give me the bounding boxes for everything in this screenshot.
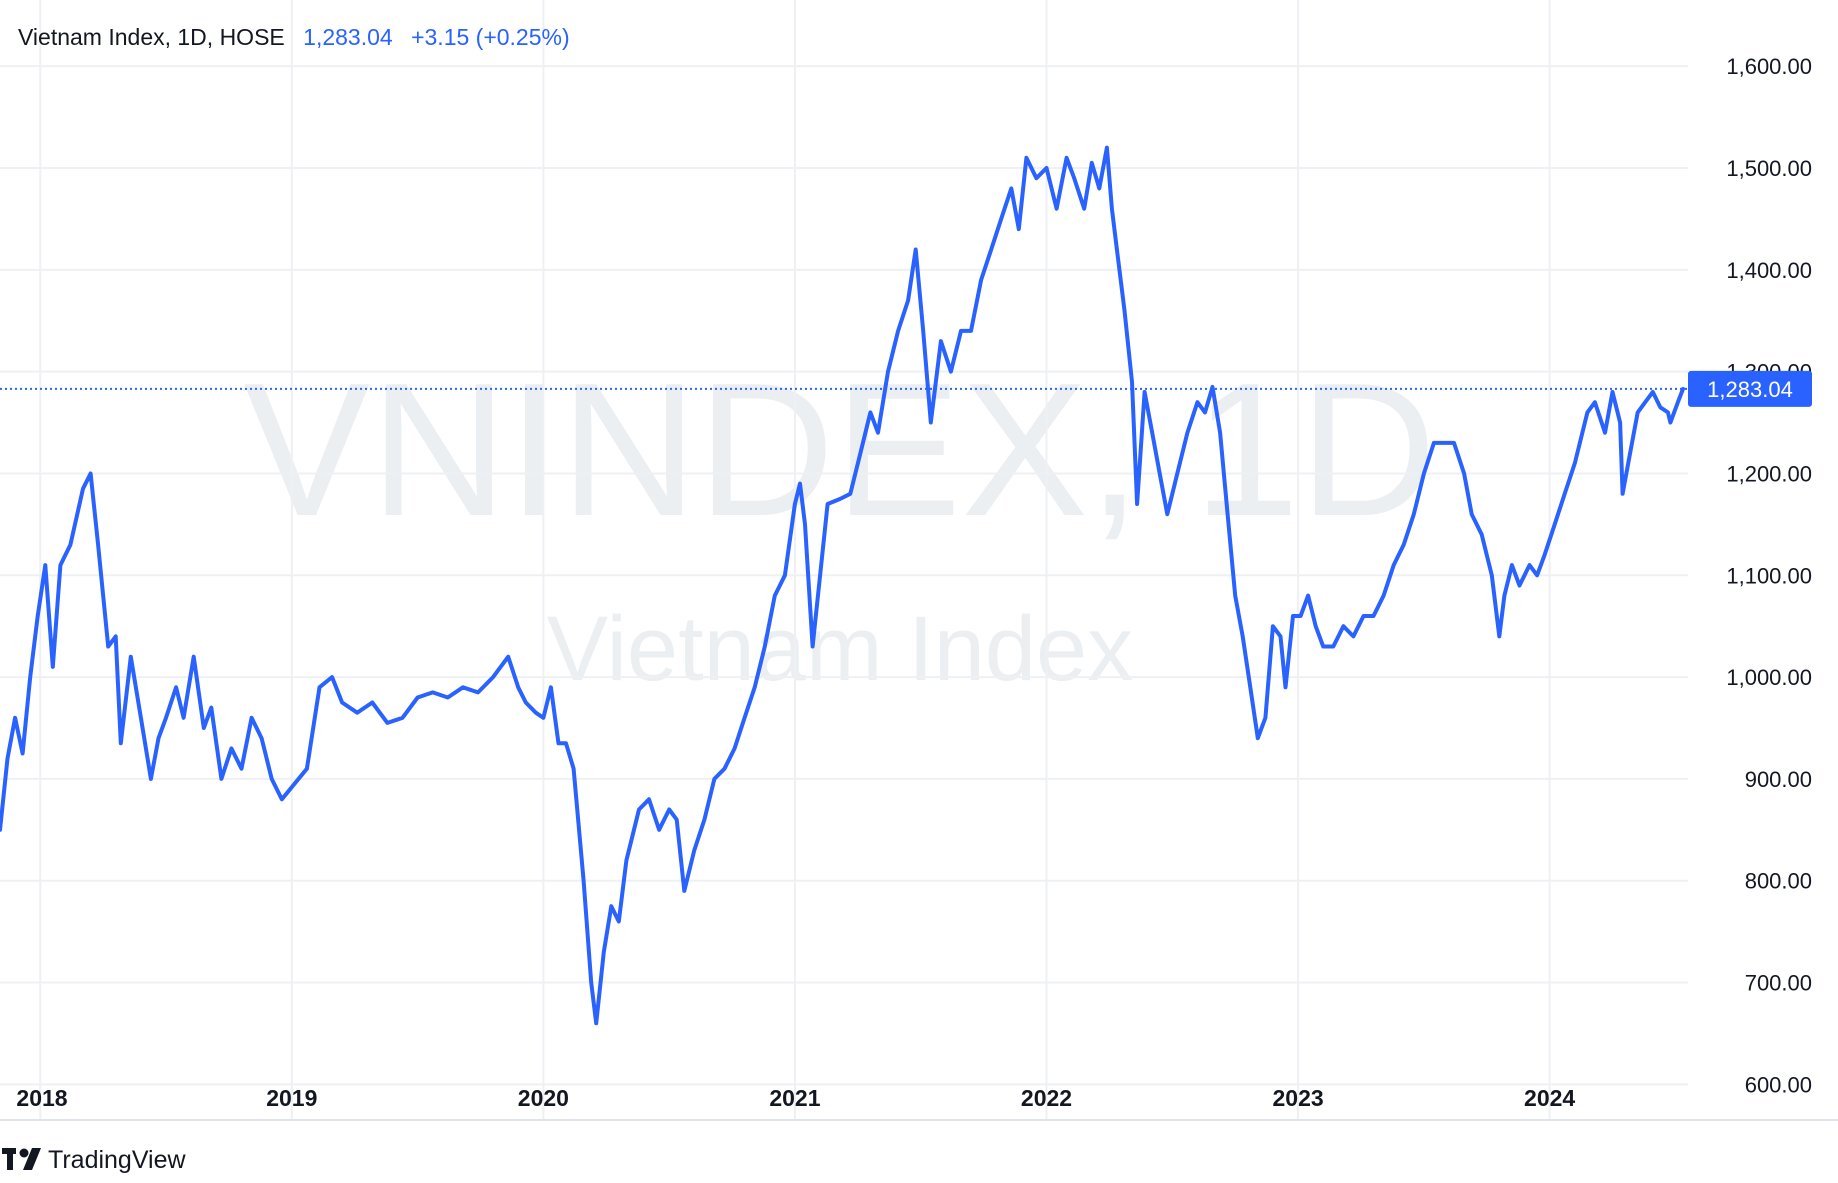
series-line-vnindex [0,145,1685,1026]
tradingview-logo-text: TradingView [48,1146,187,1174]
x-tick-label: 2018 [16,1085,67,1111]
x-tick-label: 2023 [1272,1085,1323,1111]
x-tick-label: 2022 [1021,1085,1072,1111]
legend-last-price: 1,283.04 [303,24,393,50]
x-tick-label: 2021 [769,1085,820,1111]
x-tick-label: 2019 [266,1085,317,1111]
y-tick-label: 900.00 [1745,767,1812,792]
watermark-name: Vietnam Index [547,598,1133,700]
last-price-label-text: 1,283.04 [1707,377,1793,402]
x-tick-label: 2020 [518,1085,569,1111]
y-tick-label: 1,000.00 [1726,665,1812,690]
tradingview-logo[interactable]: TradingView [2,1146,187,1174]
legend-header: Vietnam Index, 1D, HOSE 1,283.04 +3.15 (… [18,24,570,50]
y-tick-label: 800.00 [1745,869,1812,894]
y-tick-label: 1,100.00 [1726,563,1812,588]
watermark-symbol: VNINDEX, 1D [243,344,1436,556]
x-axis: 2018 2019 2020 2021 2022 2023 2024 [16,1085,1575,1111]
tradingview-logo-icon [2,1148,41,1170]
y-tick-label: 1,500.00 [1726,156,1812,181]
grid [0,0,1688,1120]
y-tick-label: 700.00 [1745,971,1812,996]
legend-symbol: Vietnam Index, 1D, HOSE [18,24,285,50]
y-tick-label: 1,600.00 [1726,54,1812,79]
last-price-label-bg [1688,370,1812,407]
y-tick-label: 1,400.00 [1726,258,1812,283]
y-tick-label: 1,200.00 [1726,461,1812,486]
y-tick-label: 600.00 [1745,1072,1812,1097]
y-axis: 1,600.001,500.001,400.001,300.001,200.00… [1726,54,1812,1097]
last-price-label: 1,283.04 [1688,370,1812,407]
x-tick-label: 2024 [1524,1085,1575,1111]
legend-change: +3.15 (+0.25%) [411,24,570,50]
